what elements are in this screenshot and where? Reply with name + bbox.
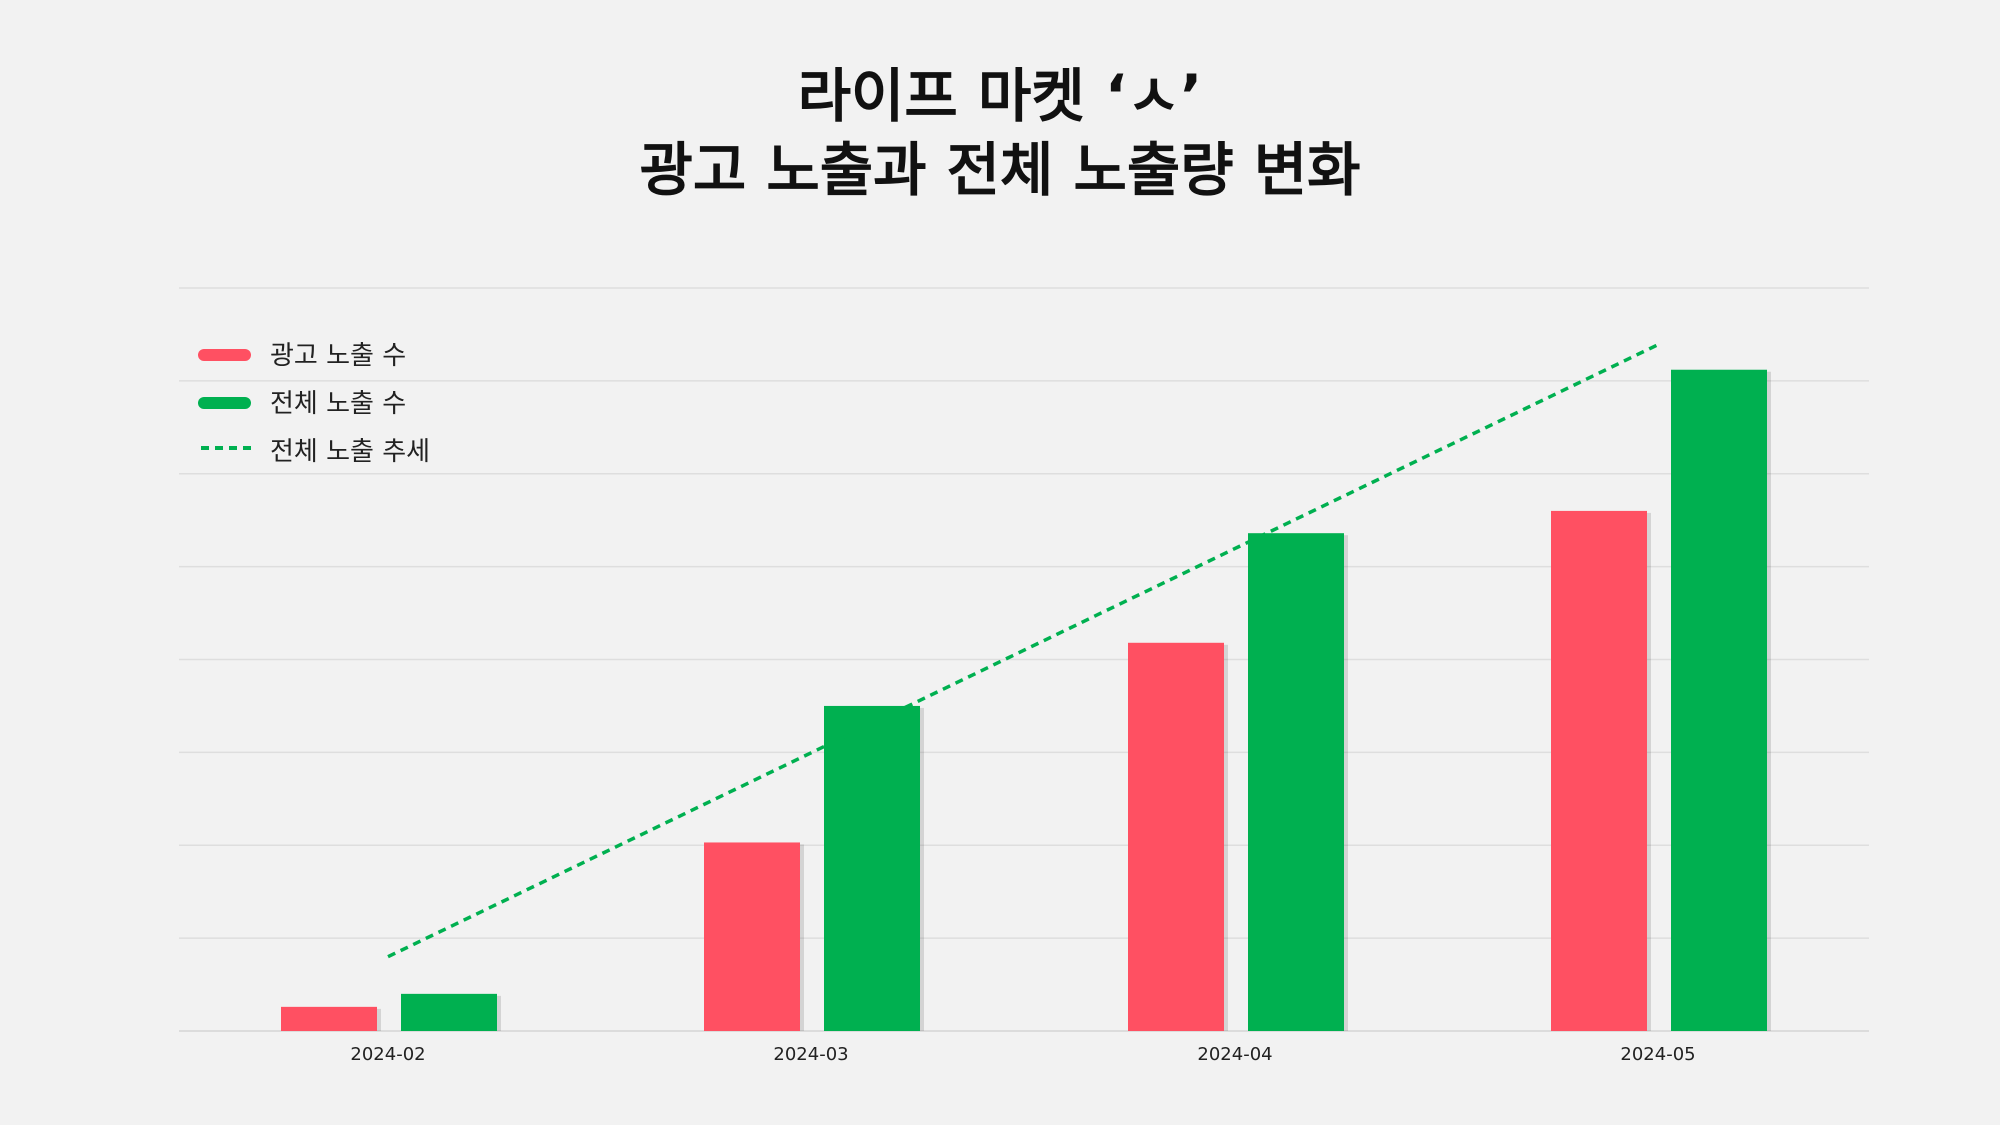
bar-ad-2024-03 <box>704 842 800 1031</box>
trend-line <box>387 343 1659 959</box>
bar-total-2024-05 <box>1671 369 1767 1032</box>
chart-title-line-1: 라이프 마켓 ‘ㅅ’ <box>798 62 1203 130</box>
x-tick-label: 2024-03 <box>773 1044 848 1065</box>
trend-line-path <box>387 343 1659 959</box>
gridlines <box>179 287 1869 1032</box>
chart-title-line-2: 광고 노출과 전체 노출량 변화 <box>639 136 1360 204</box>
x-tick-label: 2024-04 <box>1197 1044 1272 1065</box>
bar-ad-2024-04 <box>1128 642 1224 1031</box>
bars <box>281 369 1771 1032</box>
bar-ad-2024-02 <box>281 1006 377 1031</box>
legend-label-total-impressions: 전체 노출 수 <box>270 389 406 419</box>
x-axis: 2024-02 2024-03 2024-04 2024-05 <box>350 1044 1695 1065</box>
legend-swatch-ad-impressions <box>198 349 251 361</box>
bar-total-2024-04 <box>1248 533 1344 1031</box>
bar-ad-2024-05 <box>1551 510 1647 1031</box>
x-tick-label: 2024-05 <box>1620 1044 1695 1065</box>
bar-total-2024-02 <box>401 993 497 1031</box>
legend-label-ad-impressions: 광고 노출 수 <box>270 341 406 371</box>
legend-swatch-total-impressions <box>198 397 251 409</box>
legend-label-trend: 전체 노출 추세 <box>270 437 430 467</box>
bar-total-2024-03 <box>824 705 920 1031</box>
legend: 광고 노출 수 전체 노출 수 전체 노출 추세 <box>198 341 430 467</box>
x-tick-label: 2024-02 <box>350 1044 425 1065</box>
